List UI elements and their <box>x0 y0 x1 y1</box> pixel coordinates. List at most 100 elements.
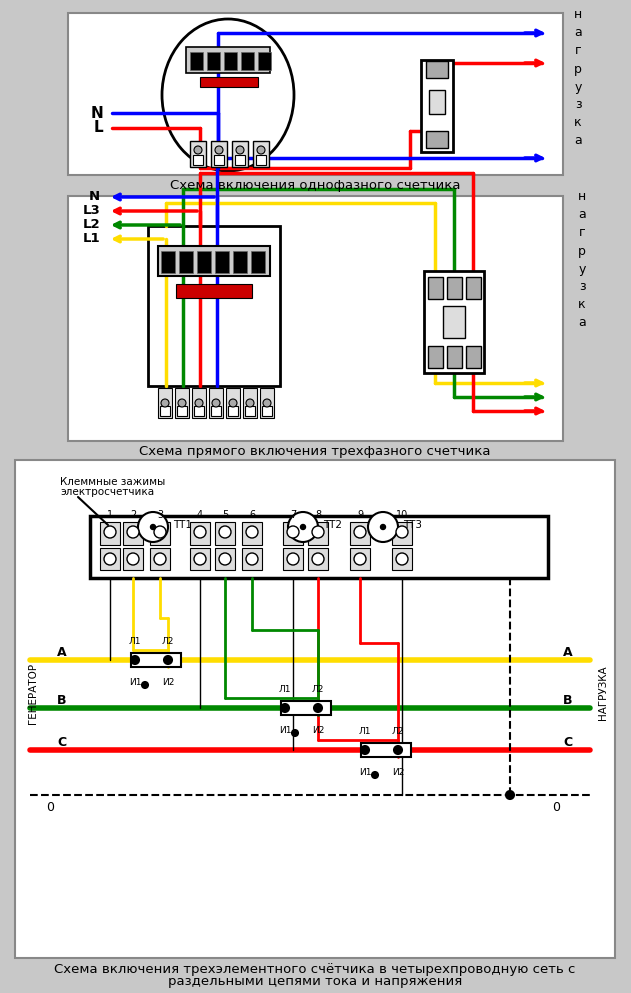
Bar <box>426 61 448 78</box>
Text: Л1: Л1 <box>129 637 141 646</box>
Bar <box>228 406 238 416</box>
Text: 1: 1 <box>107 510 113 520</box>
Circle shape <box>219 526 231 538</box>
Bar <box>262 406 272 416</box>
Text: TT1: TT1 <box>173 520 192 530</box>
Bar <box>253 141 269 167</box>
Circle shape <box>246 553 258 565</box>
Bar <box>392 522 412 545</box>
Bar <box>200 77 258 87</box>
Text: электросчетчика: электросчетчика <box>60 487 154 497</box>
Text: н: н <box>574 9 582 22</box>
Text: Л1: Л1 <box>359 727 371 736</box>
Bar <box>148 226 280 386</box>
Circle shape <box>380 524 386 529</box>
Bar <box>176 284 252 298</box>
Circle shape <box>354 526 366 538</box>
Bar <box>179 251 193 273</box>
Text: L1: L1 <box>83 232 100 245</box>
Bar <box>466 277 481 299</box>
Text: C: C <box>563 736 572 749</box>
Text: раздельными цепями тока и напряжения: раздельными цепями тока и напряжения <box>168 975 462 988</box>
Circle shape <box>368 512 398 542</box>
Bar <box>123 548 143 570</box>
Text: B: B <box>57 693 67 706</box>
Circle shape <box>372 772 378 778</box>
Text: L3: L3 <box>82 205 100 217</box>
Circle shape <box>104 526 116 538</box>
Text: а: а <box>578 209 586 221</box>
Text: а: а <box>574 27 582 40</box>
Bar <box>235 155 245 165</box>
Circle shape <box>246 526 258 538</box>
Text: н: н <box>578 191 586 204</box>
Text: L2: L2 <box>83 218 100 231</box>
Text: р: р <box>574 63 582 75</box>
Circle shape <box>394 746 402 754</box>
Circle shape <box>354 553 366 565</box>
Ellipse shape <box>162 19 294 171</box>
Bar <box>15 460 615 958</box>
Text: 7: 7 <box>290 510 296 520</box>
Circle shape <box>178 399 186 407</box>
Circle shape <box>287 526 299 538</box>
Bar <box>207 52 220 70</box>
Text: И1: И1 <box>279 726 292 735</box>
Text: 10: 10 <box>396 510 408 520</box>
Circle shape <box>212 399 220 407</box>
Bar <box>447 277 462 299</box>
Circle shape <box>127 553 139 565</box>
Text: к: к <box>574 116 582 129</box>
Circle shape <box>396 553 408 565</box>
Bar <box>190 141 206 167</box>
Text: НАГРУЗКА: НАГРУЗКА <box>598 665 608 720</box>
Bar <box>158 388 172 418</box>
Text: TT3: TT3 <box>403 520 422 530</box>
Bar <box>245 406 255 416</box>
Circle shape <box>194 553 206 565</box>
Bar <box>308 548 328 570</box>
Circle shape <box>361 746 369 754</box>
Text: TT2: TT2 <box>323 520 342 530</box>
Text: 2: 2 <box>130 510 136 520</box>
Text: C: C <box>57 736 66 749</box>
Circle shape <box>127 526 139 538</box>
Text: 8: 8 <box>315 510 321 520</box>
Text: И2: И2 <box>162 678 174 687</box>
Text: 9: 9 <box>357 510 363 520</box>
Bar <box>308 522 328 545</box>
Bar <box>466 346 481 368</box>
Text: р: р <box>578 244 586 257</box>
Bar <box>192 388 206 418</box>
Bar <box>158 246 270 276</box>
Bar <box>241 52 254 70</box>
Text: Л2: Л2 <box>162 637 174 646</box>
Circle shape <box>257 146 265 154</box>
Text: 3: 3 <box>157 510 163 520</box>
Bar <box>260 388 274 418</box>
Circle shape <box>142 682 148 688</box>
Bar <box>233 251 247 273</box>
Bar <box>190 52 203 70</box>
Text: Схема прямого включения трехфазного счетчика: Схема прямого включения трехфазного счет… <box>139 446 491 459</box>
Bar <box>361 743 411 757</box>
Bar <box>428 277 443 299</box>
Bar <box>160 406 170 416</box>
Text: Клеммные зажимы: Клеммные зажимы <box>60 477 165 487</box>
Bar <box>428 346 443 368</box>
Text: ГЕНЕРАТОР: ГЕНЕРАТОР <box>28 662 38 724</box>
Bar <box>256 155 266 165</box>
Bar <box>242 548 262 570</box>
Circle shape <box>215 146 223 154</box>
Circle shape <box>312 526 324 538</box>
Text: г: г <box>575 45 581 58</box>
Bar <box>190 548 210 570</box>
Bar <box>68 196 563 441</box>
Circle shape <box>194 526 206 538</box>
Circle shape <box>104 553 116 565</box>
Text: L: L <box>93 120 103 135</box>
Bar <box>150 522 170 545</box>
Circle shape <box>312 553 324 565</box>
Circle shape <box>292 730 298 736</box>
Circle shape <box>236 146 244 154</box>
